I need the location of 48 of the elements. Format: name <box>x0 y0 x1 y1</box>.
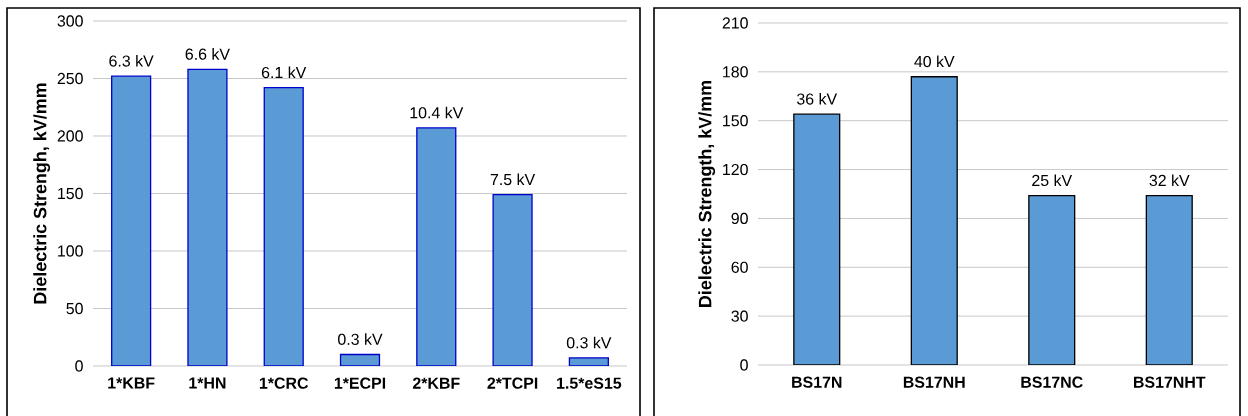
annotation: 10.4 kV <box>410 106 464 119</box>
annotation: 7.5 kV <box>490 173 536 186</box>
y-tick-label: 0 <box>740 359 748 371</box>
annotation: 25 kV <box>1032 174 1073 187</box>
annotation: 0.3 kV <box>338 333 383 345</box>
bar <box>1028 194 1076 365</box>
y-tick-label: 60 <box>731 261 748 273</box>
bar <box>187 68 228 366</box>
y-tick-label: 300 <box>57 15 83 27</box>
y-tick-label: 0 <box>75 360 83 372</box>
x-tick-label: BS17N <box>792 376 842 388</box>
annotation: 40 kV <box>914 55 955 68</box>
annotation: 32 kV <box>1149 174 1190 187</box>
annotation: 6.3 kV <box>109 54 154 67</box>
annotation: 36 kV <box>796 92 838 105</box>
y-axis-title: Dielectric Strength, kV/mm <box>698 81 716 307</box>
y-tick-label: 200 <box>57 130 83 142</box>
bar <box>111 75 152 366</box>
x-tick-label: BS17NC <box>1021 376 1083 388</box>
y-tick-label: 100 <box>58 245 83 257</box>
x-tick-label: 1*ECPI <box>334 377 386 389</box>
x-tick-label: 1*KBF <box>108 377 155 389</box>
y-axis-title: Dielectric Strengh, kV/mm <box>33 83 51 304</box>
x-tick-label: 1.5*eS15 <box>557 377 622 389</box>
y-tick-label: 150 <box>58 187 83 200</box>
x-tick-label: 2*KBF <box>412 377 460 389</box>
x-tick-label: BS17NH <box>903 376 965 388</box>
x-tick-label: 2*TCPI <box>487 377 538 389</box>
y-tick-label: 150 <box>723 115 748 127</box>
x-tick-label: BS17NHT <box>1134 376 1206 388</box>
y-tick-label: 210 <box>722 17 748 29</box>
x-tick-label: 1*HN <box>189 377 226 389</box>
annotation: 0.3 kV <box>566 336 612 349</box>
bar <box>263 87 304 366</box>
y-tick-label: 180 <box>723 66 748 78</box>
annotation: 6.1 kV <box>261 66 307 79</box>
bar <box>793 113 841 365</box>
x-tick-label: 1*CRC <box>259 377 309 389</box>
y-tick-label: 30 <box>731 310 748 322</box>
y-tick-label: 90 <box>731 212 748 225</box>
bar <box>1145 194 1193 365</box>
y-tick-label: 50 <box>66 302 83 315</box>
y-tick-label: 250 <box>57 72 83 85</box>
annotation: 6.6 kV <box>185 48 230 60</box>
bar <box>910 76 958 365</box>
bar <box>416 127 457 366</box>
y-tick-label: 120 <box>723 163 748 176</box>
bar <box>492 194 533 366</box>
